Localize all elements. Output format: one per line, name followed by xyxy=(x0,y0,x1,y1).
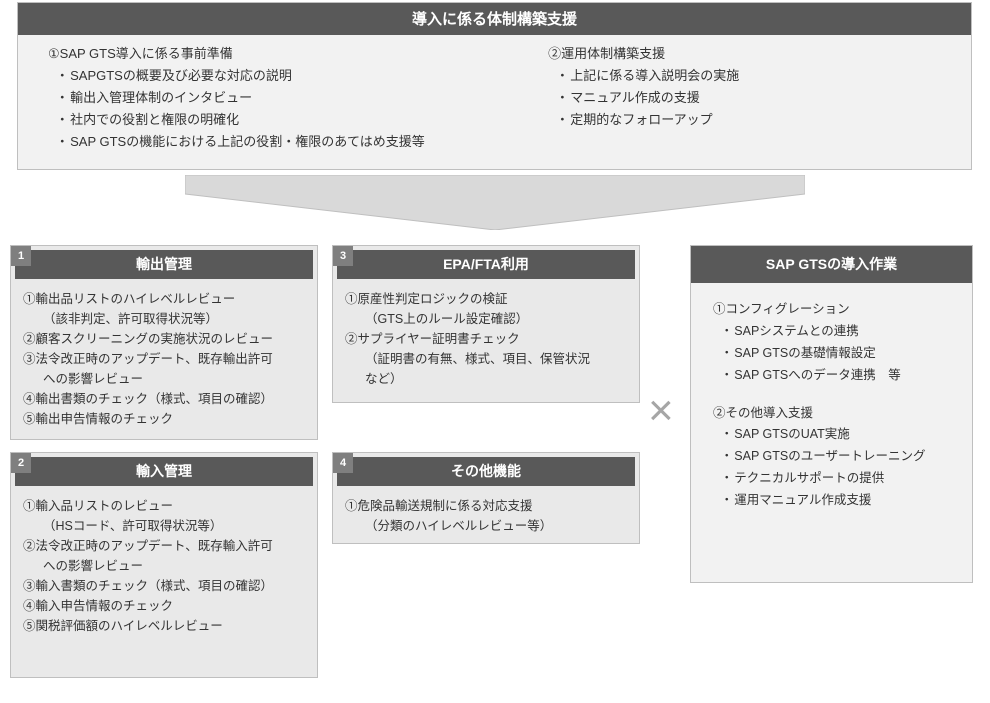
right-body: ①コンフィグレーション SAPシステムとの連携SAP GTSの基礎情報設定SAP… xyxy=(691,283,972,528)
panel-line: ①輸出品リストのハイレベルレビュー xyxy=(23,289,305,309)
panel-line: ②法令改正時のアップデート、既存輸入許可 xyxy=(23,536,305,556)
panel-number: 2 xyxy=(11,453,31,473)
panel-line: ①危険品輸送規制に係る対応支援 xyxy=(345,496,627,516)
bullet-item: テクニカルサポートの提供 xyxy=(713,468,954,490)
panel-line: （HSコード、許可取得状況等） xyxy=(23,516,305,536)
panel-epa-fta: 3 EPA/FTA利用 ①原産性判定ロジックの検証（GTS上のルール設定確認）②… xyxy=(332,245,640,403)
bullet-item: 定期的なフォローアップ xyxy=(548,109,941,131)
panel-header: 4 その他機能 xyxy=(337,457,635,486)
panel-title: 輸入管理 xyxy=(136,463,192,479)
panel-line: （GTS上のルール設定確認） xyxy=(345,309,627,329)
panel-header: 1 輸出管理 xyxy=(15,250,313,279)
panel-title: EPA/FTA利用 xyxy=(443,256,529,272)
bullet-item: SAP GTSへのデータ連携 等 xyxy=(713,365,954,387)
panel-body: ①原産性判定ロジックの検証（GTS上のルール設定確認）②サプライヤー証明書チェッ… xyxy=(333,283,639,399)
panel-title: その他機能 xyxy=(451,463,521,479)
panel-import-mgmt: 2 輸入管理 ①輸入品リストのレビュー（HSコード、許可取得状況等）②法令改正時… xyxy=(10,452,318,678)
panel-title: 輸出管理 xyxy=(136,256,192,272)
panel-line: ③輸入書類のチェック（様式、項目の確認） xyxy=(23,576,305,596)
panel-number: 1 xyxy=(11,246,31,266)
bullet-item: SAP GTSの機能における上記の役割・権限のあてはめ支援等 xyxy=(48,131,548,153)
panel-body: ①輸出品リストのハイレベルレビュー（該非判定、許可取得状況等）②顧客スクリーニン… xyxy=(11,283,317,439)
panel-sap-gts-intro: SAP GTSの導入作業 ①コンフィグレーション SAPシステムとの連携SAP … xyxy=(690,245,973,583)
panel-header: 3 EPA/FTA利用 xyxy=(337,250,635,279)
panel-line: など） xyxy=(345,369,627,389)
cross-icon: × xyxy=(648,386,674,436)
bullet-item: 運用マニュアル作成支援 xyxy=(713,490,954,512)
panel-line: （証明書の有無、様式、項目、保管状況 xyxy=(345,349,627,369)
right-block2-heading: ②その他導入支援 xyxy=(713,403,954,425)
right-title: SAP GTSの導入作業 xyxy=(691,246,972,283)
bullet-item: SAPシステムとの連携 xyxy=(713,321,954,343)
top-title: 導入に係る体制構築支援 xyxy=(18,3,971,35)
panel-number: 4 xyxy=(333,453,353,473)
bullet-item: 社内での役割と権限の明確化 xyxy=(48,109,548,131)
panel-body: ①危険品輸送規制に係る対応支援（分類のハイレベルレビュー等） xyxy=(333,490,639,546)
bullet-item: SAP GTSのユーザートレーニング xyxy=(713,446,954,468)
panel-body: ①輸入品リストのレビュー（HSコード、許可取得状況等）②法令改正時のアップデート… xyxy=(11,490,317,646)
bullet-item: マニュアル作成の支援 xyxy=(548,87,941,109)
panel-line: ⑤関税評価額のハイレベルレビュー xyxy=(23,616,305,636)
panel-other-functions: 4 その他機能 ①危険品輸送規制に係る対応支援（分類のハイレベルレビュー等） xyxy=(332,452,640,544)
down-arrow-icon xyxy=(185,175,805,230)
top-right-heading: ②運用体制構築支援 xyxy=(548,43,941,65)
panel-export-mgmt: 1 輸出管理 ①輸出品リストのハイレベルレビュー（該非判定、許可取得状況等）②顧… xyxy=(10,245,318,440)
panel-line: ③法令改正時のアップデート、既存輸出許可 xyxy=(23,349,305,369)
panel-line: への影響レビュー xyxy=(23,369,305,389)
panel-line: への影響レビュー xyxy=(23,556,305,576)
bullet-item: SAP GTSのUAT実施 xyxy=(713,424,954,446)
panel-number: 3 xyxy=(333,246,353,266)
top-right-column: ②運用体制構築支援 上記に係る導入説明会の実施マニュアル作成の支援定期的なフォロ… xyxy=(548,43,941,153)
panel-line: ②顧客スクリーニングの実施状況のレビュー xyxy=(23,329,305,349)
bullet-item: 上記に係る導入説明会の実施 xyxy=(548,65,941,87)
top-left-heading: ①SAP GTS導入に係る事前準備 xyxy=(48,43,548,65)
bullet-item: SAP GTSの基礎情報設定 xyxy=(713,343,954,365)
page: 導入に係る体制構築支援 ①SAP GTS導入に係る事前準備 SAPGTSの概要及… xyxy=(0,0,990,703)
panel-line: ④輸出書類のチェック（様式、項目の確認） xyxy=(23,389,305,409)
top-body: ①SAP GTS導入に係る事前準備 SAPGTSの概要及び必要な対応の説明輸出入… xyxy=(18,35,971,165)
panel-line: ②サプライヤー証明書チェック xyxy=(345,329,627,349)
panel-line: （分類のハイレベルレビュー等） xyxy=(345,516,627,536)
bullet-item: 輸出入管理体制のインタビュー xyxy=(48,87,548,109)
panel-header: 2 輸入管理 xyxy=(15,457,313,486)
panel-line: ①輸入品リストのレビュー xyxy=(23,496,305,516)
top-support-box: 導入に係る体制構築支援 ①SAP GTS導入に係る事前準備 SAPGTSの概要及… xyxy=(17,2,972,170)
top-left-column: ①SAP GTS導入に係る事前準備 SAPGTSの概要及び必要な対応の説明輸出入… xyxy=(48,43,548,153)
right-block1-heading: ①コンフィグレーション xyxy=(713,299,954,321)
panel-line: ①原産性判定ロジックの検証 xyxy=(345,289,627,309)
panel-line: （該非判定、許可取得状況等） xyxy=(23,309,305,329)
panel-line: ⑤輸出申告情報のチェック xyxy=(23,409,305,429)
panel-line: ④輸入申告情報のチェック xyxy=(23,596,305,616)
bullet-item: SAPGTSの概要及び必要な対応の説明 xyxy=(48,65,548,87)
